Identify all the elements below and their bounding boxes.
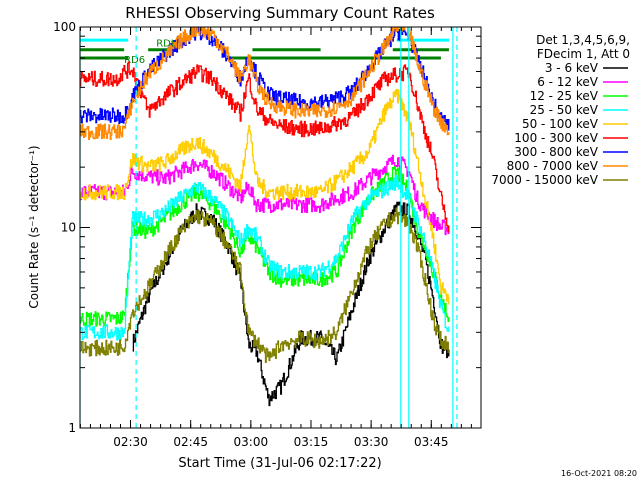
legend-entry-label-8: 7000 - 15000 keV (491, 173, 598, 187)
x-tick-label-1: 02:45 (173, 435, 208, 449)
series-line-3 (80, 174, 450, 341)
x-tick-label-0: 02:30 (113, 435, 148, 449)
legend-entry-label-7: 800 - 7000 keV (507, 159, 599, 173)
legend-header-line-1: Det 1,3,4,5,6,9, (536, 33, 630, 47)
x-axis-label: Start Time (31-Jul-06 02:17:22) (178, 456, 381, 471)
legend-header-line-2: FDecim 1, Att 0 (537, 47, 630, 61)
legend-entry-label-6: 300 - 800 keV (514, 145, 598, 159)
series-line-1 (80, 154, 450, 236)
legend-entry-label-1: 6 - 12 keV (537, 75, 599, 89)
y-axis-label: Count Rate (s⁻¹ detector⁻¹) (27, 145, 41, 308)
legend: Det 1,3,4,5,6,9, FDecim 1, Att 0 3 - 6 k… (491, 33, 630, 187)
legend-entry-label-0: 3 - 6 keV (545, 61, 599, 75)
legend-entry-label-3: 25 - 50 keV (530, 103, 599, 117)
x-tick-label-3: 03:15 (294, 435, 329, 449)
legend-entry-label-2: 12 - 25 keV (530, 89, 599, 103)
footer-timestamp: 16-Oct-2021 08:20 (561, 469, 637, 478)
state-label-1: RDt (156, 38, 175, 49)
state-label-0: RD6 (124, 55, 145, 66)
series-line-7 (80, 27, 450, 140)
chart-title: RHESSI Observing Summary Count Rates (125, 4, 435, 22)
y-tick-label-0: 1 (68, 421, 76, 435)
x-tick-label-5: 03:45 (414, 435, 449, 449)
series-line-2 (80, 165, 450, 327)
series-line-5 (80, 61, 450, 233)
legend-entry-label-4: 50 - 100 keV (522, 117, 599, 131)
series-line-8 (80, 207, 449, 364)
legend-entry-label-5: 100 - 300 keV (514, 131, 598, 145)
y-tick-label-2: 100 (53, 20, 76, 34)
series-line-4 (80, 88, 450, 305)
y-tick-label-1: 10 (61, 221, 76, 235)
x-tick-label-2: 03:00 (234, 435, 269, 449)
x-tick-label-4: 03:30 (354, 435, 389, 449)
